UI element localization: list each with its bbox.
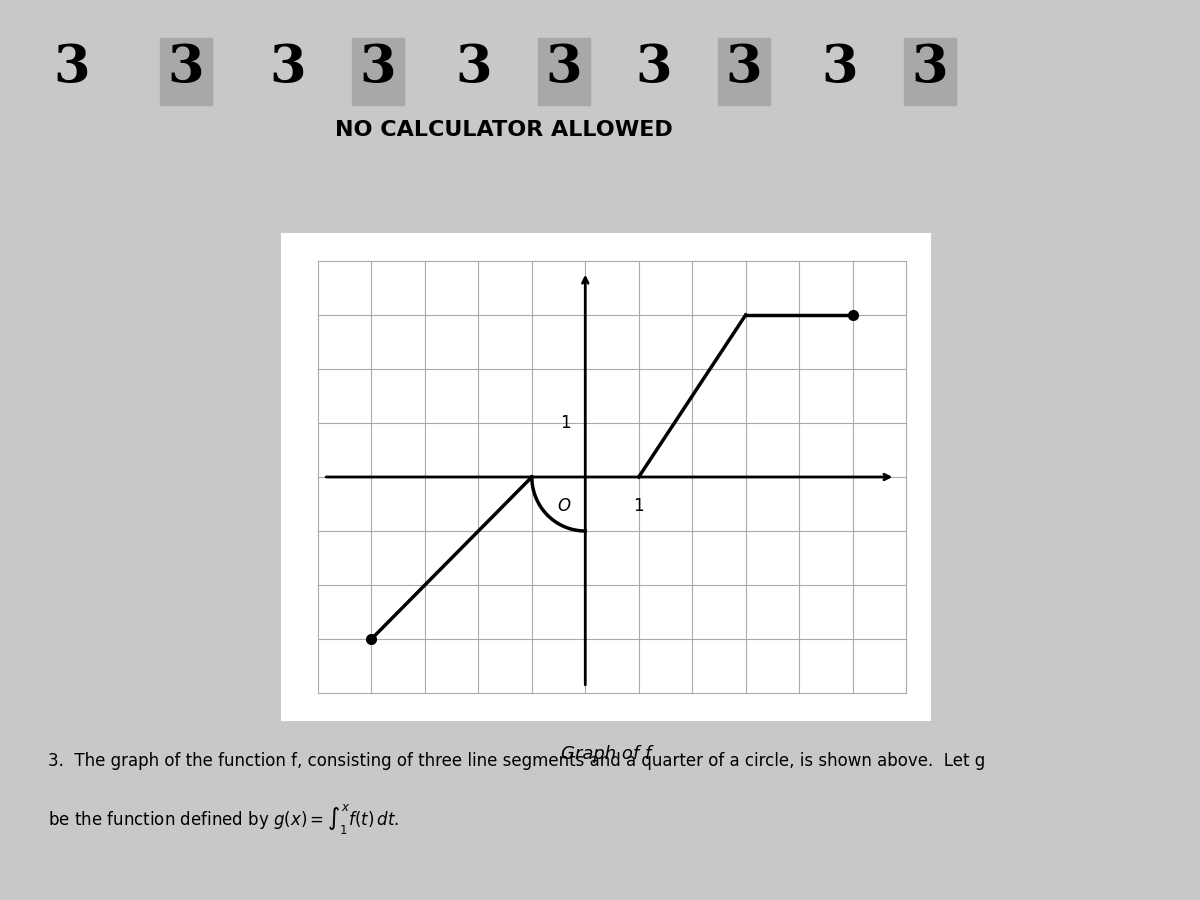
Bar (538, 38, 590, 105)
Text: 3.  The graph of the function f, consisting of three line segments and a quarter: 3. The graph of the function f, consisti… (48, 752, 985, 770)
Text: 3: 3 (456, 42, 492, 93)
Text: 3: 3 (912, 42, 948, 93)
Text: 3: 3 (270, 42, 306, 93)
Text: 3: 3 (636, 42, 672, 93)
Bar (718, 38, 770, 105)
Text: 3: 3 (822, 42, 858, 93)
Text: 1: 1 (560, 414, 571, 432)
Text: 3: 3 (54, 42, 90, 93)
Bar (282, 234, 930, 720)
Bar (160, 38, 212, 105)
Text: 3: 3 (726, 42, 762, 93)
Text: Graph of f: Graph of f (560, 745, 652, 763)
Text: NO CALCULATOR ALLOWED: NO CALCULATOR ALLOWED (335, 121, 673, 140)
Text: 1: 1 (634, 497, 644, 515)
Text: be the function defined by $g(x) = \int_1^x f(t)\, dt$.: be the function defined by $g(x) = \int_… (48, 802, 400, 836)
Bar (904, 38, 956, 105)
Text: 3: 3 (360, 42, 396, 93)
Text: 3: 3 (546, 42, 582, 93)
Bar (352, 38, 404, 105)
Text: O: O (558, 497, 571, 515)
Text: 3: 3 (168, 42, 204, 93)
